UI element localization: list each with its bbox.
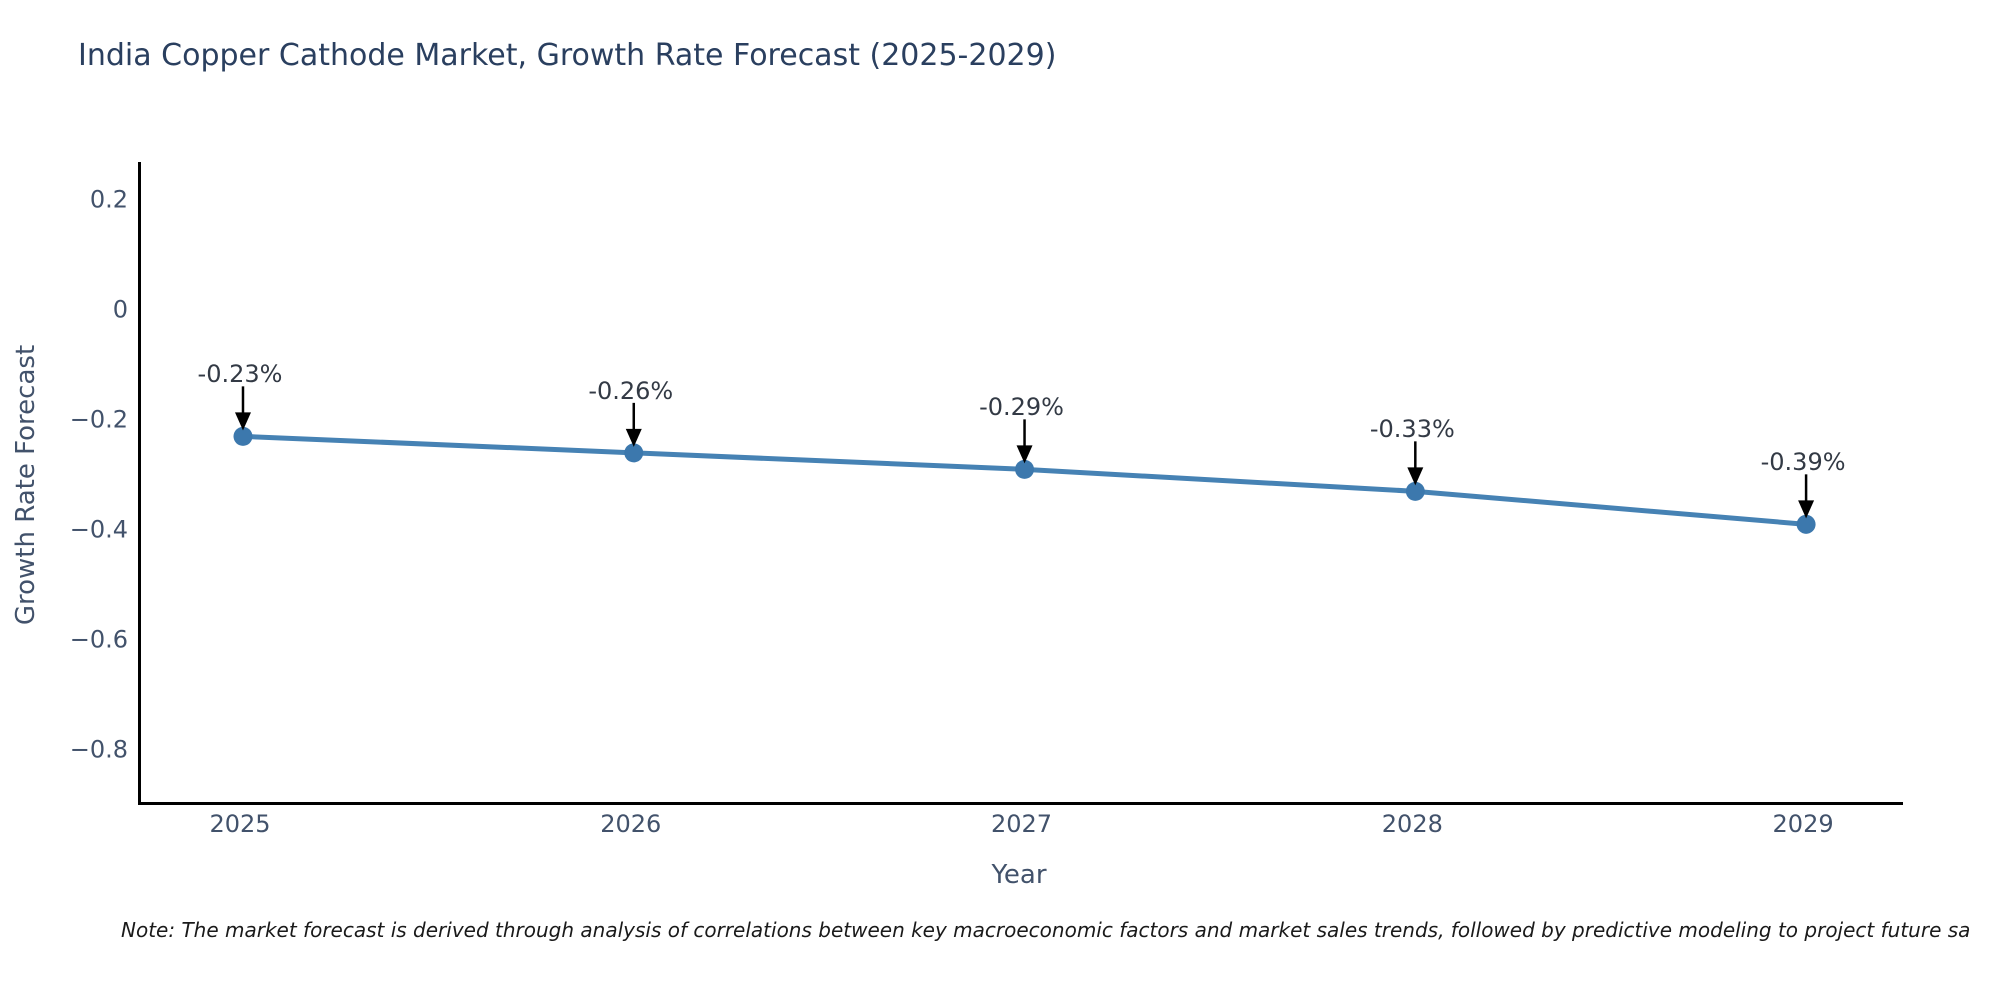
annotation-arrowhead-icon [1798, 500, 1815, 519]
y-axis-tick-label: 0 [112, 295, 128, 324]
y-axis-tick-label: −0.8 [69, 735, 128, 764]
data-point-label: -0.39% [1760, 448, 1846, 477]
x-axis-tick-label: 2028 [1381, 810, 1443, 838]
x-axis-tick-label: 2029 [1772, 810, 1834, 838]
x-axis-tick-label: 2025 [209, 810, 271, 838]
annotation-arrowhead-icon [1016, 445, 1033, 464]
annotation-arrowhead-icon [234, 412, 251, 431]
data-point-label: -0.33% [1369, 415, 1455, 444]
y-axis-tick-label: −0.4 [69, 515, 128, 544]
x-axis-tick-label: 2027 [990, 810, 1053, 838]
data-point-label: -0.26% [588, 376, 674, 405]
annotation-arrowhead-icon [1407, 467, 1424, 486]
annotation-arrowhead-icon [625, 428, 642, 447]
y-axis-tick-label: −0.2 [69, 405, 128, 434]
data-point-marker [233, 426, 253, 446]
data-point-marker [1405, 481, 1425, 501]
chart-title: India Copper Cathode Market, Growth Rate… [78, 38, 1057, 73]
footnote: Note: The market forecast is derived thr… [121, 918, 1971, 942]
data-point-marker [1015, 459, 1035, 479]
plot-area [138, 162, 1903, 805]
data-point-marker [1796, 514, 1816, 534]
x-axis-title: Year [991, 860, 1047, 890]
x-axis-tick-label: 2026 [600, 810, 662, 838]
y-axis-tick-label: 0.2 [89, 185, 128, 214]
y-axis-title: Growth Rate Forecast [11, 344, 41, 626]
y-axis-tick-label: −0.6 [69, 625, 128, 654]
data-point-marker [624, 443, 644, 463]
data-point-label: -0.23% [197, 360, 283, 389]
data-point-label: -0.29% [979, 393, 1064, 422]
line-chart-canvas [233, 386, 1816, 534]
